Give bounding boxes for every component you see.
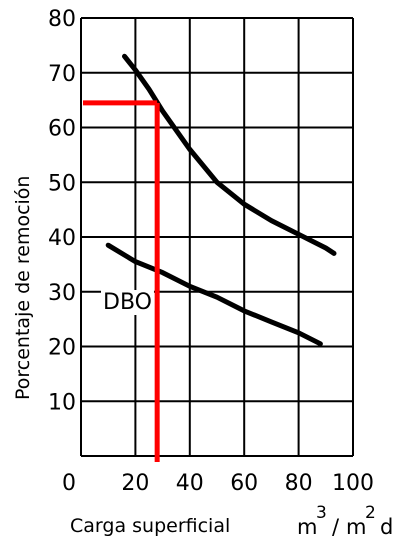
x-unit-sup1: 3 xyxy=(316,503,327,523)
x-axis-label: Carga superficial xyxy=(70,515,230,537)
x-unit-sup2: 2 xyxy=(365,503,376,523)
x-tick-label-40: 40 xyxy=(176,471,204,496)
grid xyxy=(80,17,354,457)
y-tick-label-50: 50 xyxy=(48,171,76,196)
series-line-dbo xyxy=(105,242,323,347)
series-line-1 xyxy=(122,53,337,256)
x-axis-unit: m 3 / m 2 d xyxy=(297,503,393,539)
y-tick-label-80: 80 xyxy=(48,7,76,32)
x-unit-tail: d xyxy=(380,515,393,539)
series-group xyxy=(105,53,337,347)
annotation-group xyxy=(83,100,160,462)
y-tick-label-60: 60 xyxy=(48,117,76,142)
series-label-background xyxy=(101,290,154,315)
y-tick-labels: 10 20 30 40 50 60 70 80 xyxy=(48,7,76,415)
x-tick-label-20: 20 xyxy=(121,471,149,496)
x-unit-base2: m xyxy=(346,515,366,539)
series-label-dbo: DBO xyxy=(103,290,152,315)
y-tick-label-10: 10 xyxy=(48,390,76,415)
x-tick-label-80: 80 xyxy=(285,471,313,496)
y-tick-label-20: 20 xyxy=(48,336,76,361)
x-tick-labels: 0 20 40 60 80 100 xyxy=(62,471,374,496)
x-tick-label-100: 100 xyxy=(332,471,374,496)
x-tick-label-0: 0 xyxy=(62,471,76,496)
y-axis-label: Porcentaje de remoción xyxy=(12,176,34,400)
y-tick-label-40: 40 xyxy=(48,226,76,251)
y-tick-label-30: 30 xyxy=(48,281,76,306)
x-unit-slash: / xyxy=(332,515,340,539)
y-tick-label-70: 70 xyxy=(48,62,76,87)
x-unit-base1: m xyxy=(297,515,317,539)
x-tick-label-60: 60 xyxy=(230,471,258,496)
